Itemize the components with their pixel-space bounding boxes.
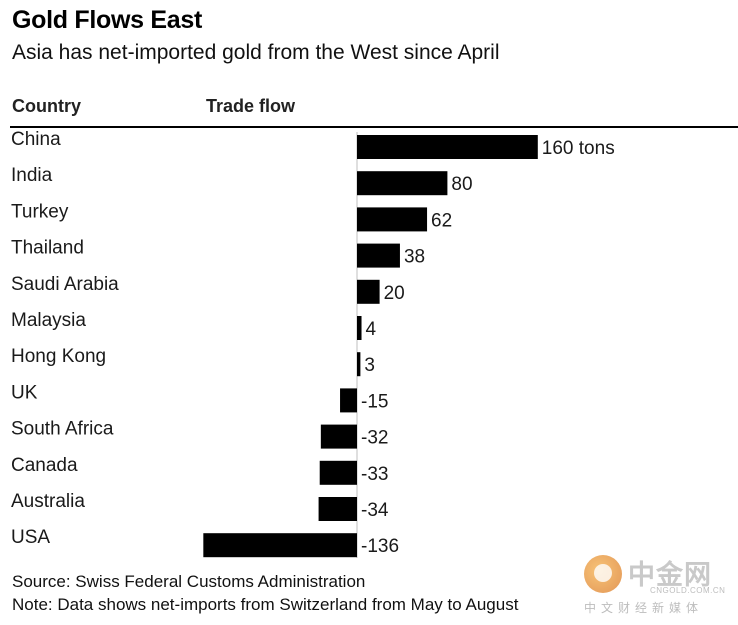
value-label: 4 [366,319,377,340]
value-label: 80 [451,174,472,195]
category-label: USA [11,527,50,548]
bar-chart: China 160 tons India 80 Turkey 62 Thailand 38 Sa… [11,129,615,558]
watermark-url: CNGOLD.COM.CN [650,586,726,595]
bar [203,533,357,558]
bar [320,424,357,449]
value-label: -15 [361,391,388,412]
category-label: Australia [11,491,85,512]
watermark-name: 中金网 [628,560,712,591]
value-label: -32 [361,428,388,449]
category-label: Turkey [11,201,69,222]
chart-subtitle: Asia has net-imported gold from the West… [12,41,500,64]
bar [357,135,538,159]
value-label: -33 [361,464,388,485]
value-label: -136 [361,536,399,557]
column-header-trade-flow: Trade flow [206,96,296,116]
bar [340,388,357,413]
value-label: 160 tons [542,138,615,159]
column-header-country: Country [12,96,81,116]
value-label: -34 [361,500,389,521]
header-rule [10,126,738,128]
bar [357,243,400,268]
bar [319,460,357,485]
category-label: India [11,165,53,186]
bar [318,497,357,521]
bar [357,171,448,196]
watermark: 中金网 CNGOLD.COM.CN 中文财经新媒体 [584,553,734,615]
category-label: Canada [11,455,78,476]
bar [357,316,362,340]
category-label: UK [11,382,38,403]
category-label: Saudi Arabia [11,274,119,295]
value-label: 20 [384,283,405,304]
data-note: Note: Data shows net-imports from Switze… [12,595,519,614]
bar [357,279,380,304]
category-label: Thailand [11,238,84,259]
source-note: Source: Swiss Federal Customs Administra… [12,572,366,591]
value-label: 38 [404,247,425,268]
watermark-logo-icon [584,555,622,593]
value-label: 3 [364,355,375,376]
value-label: 62 [431,210,452,231]
category-label: South Africa [11,419,114,440]
category-label: China [11,129,61,150]
watermark-tagline: 中文财经新媒体 [584,601,704,615]
bar [357,207,428,232]
bar [357,352,361,377]
category-label: Hong Kong [11,346,106,367]
chart-title: Gold Flows East [12,6,202,34]
category-label: Malaysia [11,310,86,331]
